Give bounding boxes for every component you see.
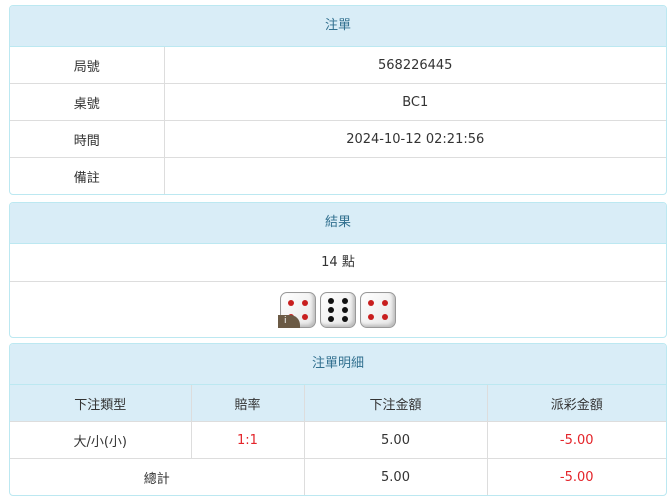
row-label: 備註 xyxy=(10,157,164,194)
row-label: 時間 xyxy=(10,120,164,158)
result-panel-title: 結果 xyxy=(10,203,666,244)
total-payout: -5.00 xyxy=(486,458,666,495)
table-row: 備註 xyxy=(10,157,666,194)
row-label: 局號 xyxy=(73,59,100,75)
bet-amount: 5.00 xyxy=(303,421,487,459)
bet-panel: 注單 局號 568226445 桌號 BC1 時間 2024-10-12 02:21:… xyxy=(9,5,667,195)
die-pip xyxy=(342,306,348,313)
result-points: 14 點 xyxy=(321,255,355,270)
total-amount: 5.00 xyxy=(303,458,487,495)
table-number: BC1 xyxy=(163,83,666,121)
row-label: 桌號 xyxy=(10,83,164,121)
table-row: 桌號 BC1 xyxy=(10,83,666,121)
die-pip xyxy=(342,297,348,304)
die-pip xyxy=(328,306,334,313)
bet-panel-title: 注單 xyxy=(10,6,666,47)
bet-type: 大/小(小) xyxy=(10,421,191,459)
die-pip xyxy=(302,299,308,306)
remark xyxy=(163,157,666,194)
detail-panel: 注單明細 下注類型 賠率 下注金額 派彩金額 大/小(小) 1:1 5.00 -… xyxy=(9,343,667,496)
header-bet-type: 下注類型 xyxy=(10,385,191,422)
odds: 1:1 xyxy=(190,421,304,459)
table-row: 大/小(小) 1:1 5.00 -5.00 xyxy=(10,421,666,459)
table-row: 時間 2024-10-12 02:21:56 xyxy=(10,120,666,158)
header-odds: 賠率 xyxy=(190,385,304,422)
round-number: 568226445 xyxy=(163,47,666,84)
bet-time: 2024-10-12 02:21:56 xyxy=(163,120,666,158)
total-label: 總計 xyxy=(10,458,304,495)
dice-row xyxy=(10,281,666,337)
die-pip xyxy=(382,313,388,320)
header-amount: 下注金額 xyxy=(303,385,487,422)
table-header: 下注類型 賠率 下注金額 派彩金額 xyxy=(10,385,666,422)
result-panel: 結果 14 點 xyxy=(9,202,667,338)
payout: -5.00 xyxy=(486,421,666,459)
die-pip xyxy=(368,299,374,306)
die-face-6-icon xyxy=(320,291,356,328)
die-pip xyxy=(382,299,388,306)
die-pip xyxy=(328,297,334,304)
die-pip xyxy=(342,315,348,322)
table-row: 局號 568226445 xyxy=(10,47,666,84)
die-pip xyxy=(368,313,374,320)
die-pip xyxy=(288,299,294,306)
total-row: 總計 5.00 -5.00 xyxy=(10,458,666,495)
info-badge[interactable]: i xyxy=(278,315,300,328)
die-pip xyxy=(328,315,334,322)
die-pip xyxy=(302,313,308,320)
detail-panel-title: 注單明細 xyxy=(10,344,666,385)
header-payout: 派彩金額 xyxy=(486,385,666,422)
die-face-4-icon xyxy=(360,291,396,328)
